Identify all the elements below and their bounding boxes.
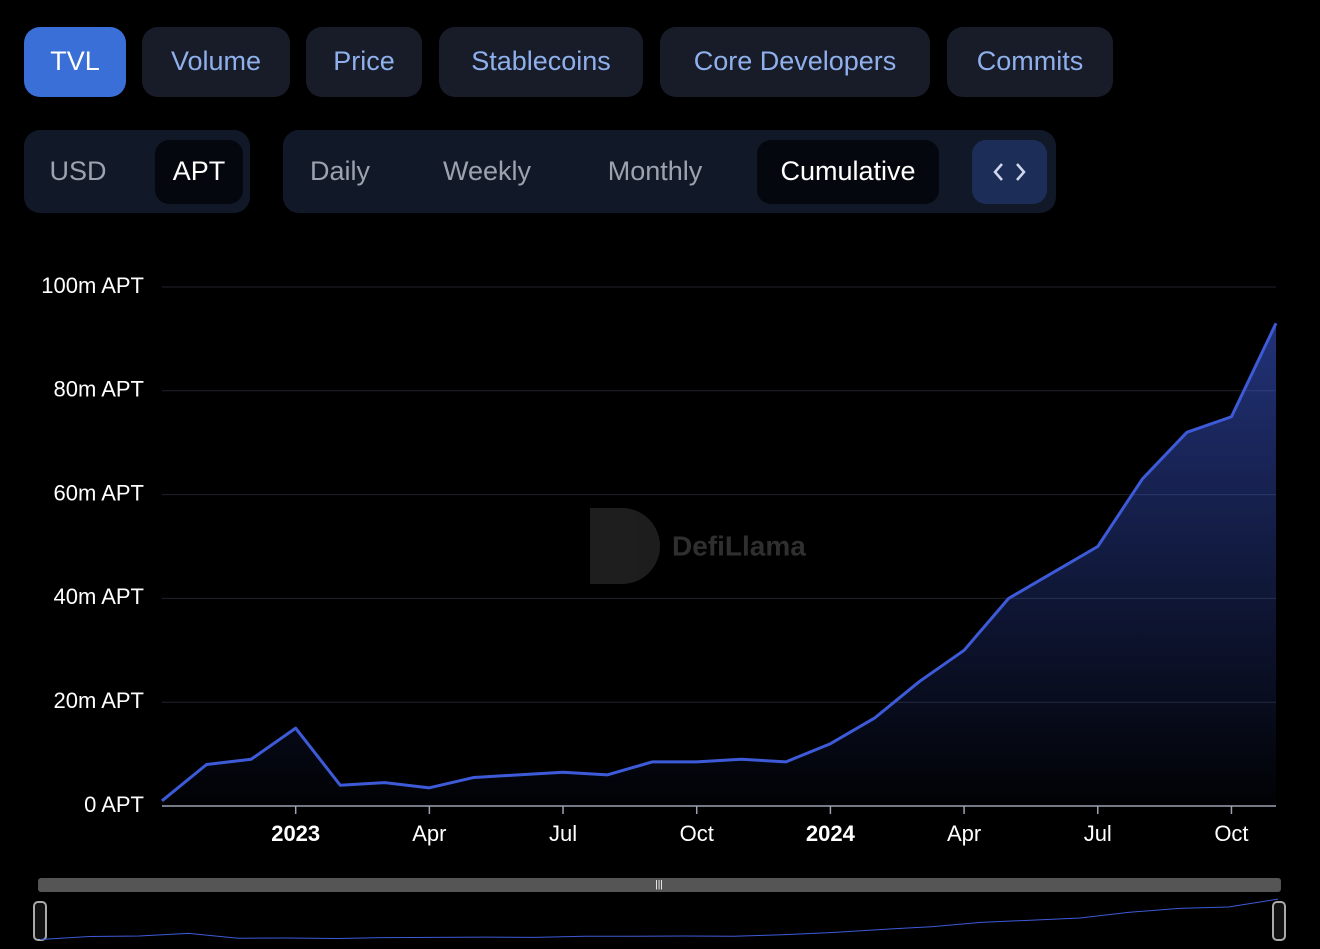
- tab-button[interactable]: [439, 27, 643, 97]
- tab-button[interactable]: [947, 27, 1113, 97]
- period-label[interactable]: Daily: [310, 156, 371, 186]
- currency-label[interactable]: APT: [173, 156, 226, 186]
- x-tick-label: Jul: [1084, 821, 1112, 846]
- x-tick-label: Oct: [1214, 821, 1248, 846]
- period-selected[interactable]: [757, 140, 939, 204]
- line: [161, 322, 1278, 802]
- y-tick-label: 100m APT: [41, 273, 144, 298]
- y-tick-label: 40m APT: [54, 584, 144, 609]
- y-tick-label: 60m APT: [54, 480, 144, 505]
- currency-selected[interactable]: [155, 140, 243, 204]
- overview-line: [39, 898, 1279, 941]
- y-tick-label: 0 APT: [84, 792, 144, 817]
- x-tick-label: Jul: [549, 821, 577, 846]
- x-tick-label: Oct: [680, 821, 714, 846]
- slider-bar[interactable]: [38, 878, 1281, 892]
- area: [162, 323, 1276, 806]
- embed-icon: [993, 163, 1026, 181]
- tab-button[interactable]: [142, 27, 290, 97]
- x-tick-label: Apr: [412, 821, 446, 846]
- slider-grip: |||: [655, 880, 663, 891]
- slider-handle[interactable]: [1272, 901, 1286, 941]
- tab-label: Volume: [171, 46, 261, 76]
- x-tick-label: Apr: [947, 821, 981, 846]
- y-tick-label: 80m APT: [54, 377, 144, 402]
- tab-button[interactable]: [24, 27, 126, 97]
- tab-label: Core Developers: [694, 46, 897, 76]
- x-tick-label: 2024: [806, 821, 856, 846]
- currency-label[interactable]: USD: [49, 156, 106, 186]
- watermark: DefiLlama: [590, 508, 806, 584]
- tab-label: Commits: [977, 46, 1084, 76]
- tab-label: TVL: [50, 46, 100, 76]
- watermark-text: DefiLlama: [672, 530, 806, 561]
- embed-button[interactable]: [972, 140, 1047, 204]
- slider-handle[interactable]: [33, 901, 47, 941]
- period-label[interactable]: Cumulative: [780, 156, 915, 186]
- tab-label: Stablecoins: [471, 46, 611, 76]
- tab-label: Price: [333, 46, 395, 76]
- period-label[interactable]: Weekly: [443, 156, 532, 186]
- tab-button[interactable]: [306, 27, 422, 97]
- watermark-logo: [590, 508, 660, 584]
- x-tick-label: 2023: [271, 821, 320, 846]
- tab-button[interactable]: [660, 27, 930, 97]
- period-label[interactable]: Monthly: [608, 156, 703, 186]
- y-tick-label: 20m APT: [54, 688, 144, 713]
